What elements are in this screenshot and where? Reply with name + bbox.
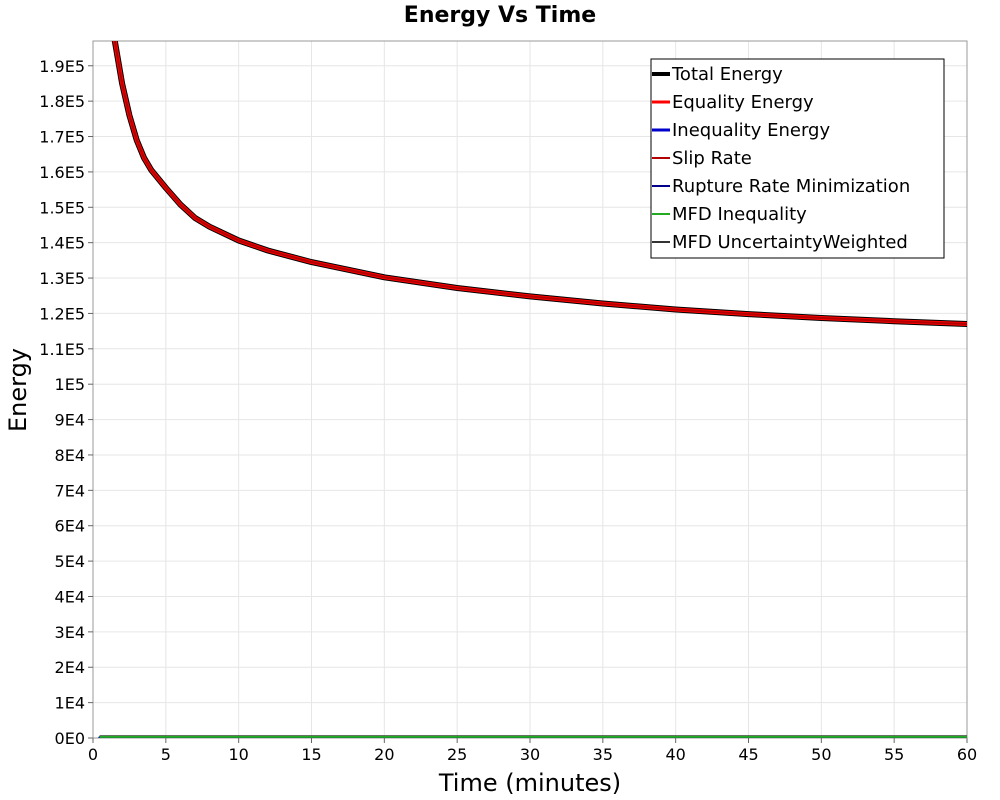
x-tick-label: 30 xyxy=(520,745,540,764)
series-lines xyxy=(98,41,967,738)
y-tick-label: 1.2E5 xyxy=(39,304,85,323)
y-tick-label: 8E4 xyxy=(55,446,85,465)
legend-box xyxy=(650,58,945,259)
tick-labels: 0 5 10 15 20 25 30 35 40 45 50 55 60 0E0 1E4 2E4 3E4 4E4 5… xyxy=(39,57,977,764)
x-tick-label: 35 xyxy=(593,745,613,764)
y-axis-label: Energy xyxy=(4,348,32,432)
x-tick-label: 40 xyxy=(665,745,685,764)
y-tick-label: 1.5E5 xyxy=(39,198,85,217)
y-tick-label: 7E4 xyxy=(55,481,85,500)
x-tick-label: 55 xyxy=(884,745,904,764)
legend-item-label: Total Energy xyxy=(671,64,783,85)
x-tick-label: 5 xyxy=(161,745,171,764)
y-tick-label: 4E4 xyxy=(55,587,85,606)
x-tick-label: 15 xyxy=(301,745,321,764)
series-line-3 xyxy=(113,41,967,325)
axes xyxy=(88,65,968,743)
y-tick-label: 1.1E5 xyxy=(39,340,85,359)
y-tick-label: 1.3E5 xyxy=(39,269,85,288)
x-axis-label: Time (minutes) xyxy=(438,769,621,797)
y-tick-label: 1.6E5 xyxy=(39,163,85,182)
y-tick-label: 6E4 xyxy=(55,517,85,536)
y-tick-label: 1.7E5 xyxy=(39,128,85,147)
y-tick-label: 1E5 xyxy=(55,375,85,394)
y-tick-label: 2E4 xyxy=(55,658,85,677)
x-tick-label: 50 xyxy=(811,745,831,764)
x-tick-label: 20 xyxy=(374,745,394,764)
chart-title: Energy Vs Time xyxy=(404,3,596,28)
y-tick-label: 5E4 xyxy=(55,552,85,571)
x-tick-label: 45 xyxy=(738,745,758,764)
x-tick-label: 0 xyxy=(88,745,98,764)
y-tick-label: 1.4E5 xyxy=(39,234,85,253)
legend: Total Energy Equality Energy Inequality En… xyxy=(650,58,945,259)
legend-item-label: Rupture Rate Minimization xyxy=(672,176,910,197)
legend-item-label: MFD Inequality xyxy=(672,204,807,225)
y-tick-label: 3E4 xyxy=(55,623,85,642)
x-tick-label: 10 xyxy=(228,745,248,764)
y-tick-label: 1.8E5 xyxy=(39,92,85,111)
y-tick-label: 0E0 xyxy=(55,729,85,748)
y-tick-label: 9E4 xyxy=(55,411,85,430)
y-tick-label: 1.9E5 xyxy=(39,57,85,76)
x-tick-label: 60 xyxy=(957,745,977,764)
legend-item-label: MFD UncertaintyWeighted xyxy=(672,232,908,253)
x-tick-label: 25 xyxy=(447,745,467,764)
legend-item-label: Slip Rate xyxy=(672,148,752,169)
y-tick-label: 1E4 xyxy=(55,694,85,713)
legend-item-label: Equality Energy xyxy=(672,92,814,113)
legend-item-label: Inequality Energy xyxy=(672,120,830,141)
